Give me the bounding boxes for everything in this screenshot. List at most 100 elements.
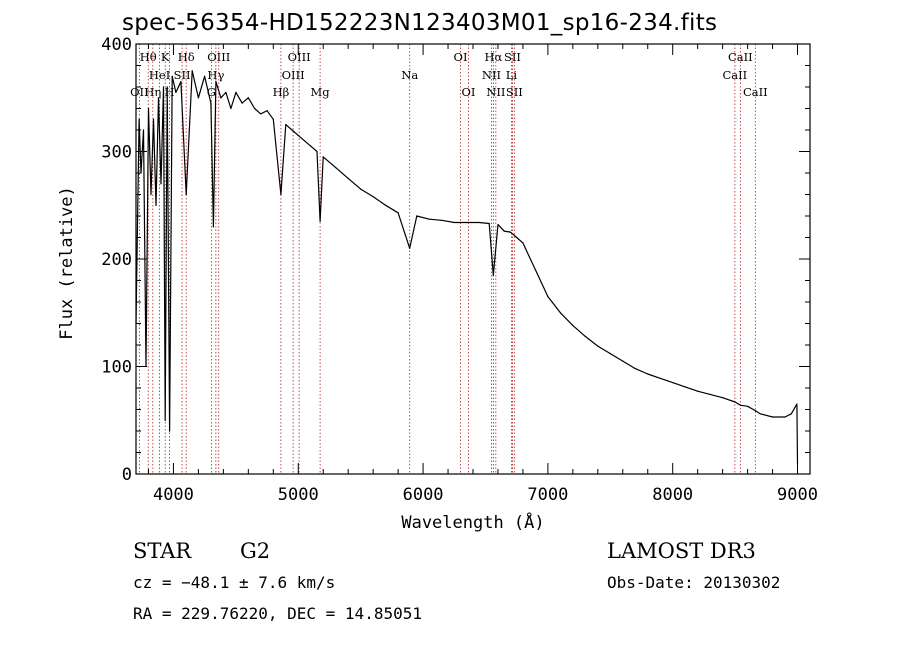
data-point-84 — [759, 413, 761, 415]
data-point-47 — [372, 196, 374, 198]
data-point-8 — [155, 204, 157, 206]
data-point-43 — [322, 156, 324, 158]
line-label-15: Na — [401, 68, 418, 82]
x-tick-label-0: 4000 — [153, 485, 194, 505]
line-label-21: SII — [504, 50, 521, 64]
data-point-33 — [266, 110, 268, 112]
data-point-25 — [220, 97, 222, 99]
data-point-81 — [739, 404, 742, 406]
data-point-51 — [416, 215, 418, 217]
obs-date: Obs-Date: 20130302 — [607, 573, 781, 592]
data-point-62 — [516, 236, 518, 239]
ticks-layer — [136, 43, 810, 475]
data-point-68 — [584, 335, 586, 337]
data-point-55 — [466, 221, 468, 224]
y-tick-label-2: 200 — [101, 250, 132, 270]
line-label-20: NII — [486, 85, 505, 99]
data-point-9 — [157, 97, 160, 99]
data-point-19 — [191, 70, 193, 72]
data-point-71 — [622, 360, 624, 362]
line-label-5: SII — [174, 68, 191, 82]
data-point-65 — [547, 296, 549, 298]
line-label-23: SII — [506, 85, 523, 99]
x-tick-label-5: 9000 — [777, 485, 818, 505]
data-point-88 — [796, 403, 798, 405]
y-tick-label-1: 100 — [101, 358, 132, 378]
line-label-17: OI — [462, 85, 476, 99]
line-label-11: OIII — [288, 50, 311, 64]
data-point-85 — [772, 416, 774, 418]
data-point-10 — [160, 183, 162, 185]
data-point-27 — [230, 107, 232, 110]
ra-dec: RA = 229.76220, DEC = 14.85051 — [133, 604, 422, 623]
data-point-78 — [709, 393, 711, 395]
data-point-48 — [385, 204, 387, 206]
line-label-22: Li — [506, 68, 518, 82]
object-subclass: G2 — [240, 539, 271, 563]
data-point-70 — [609, 353, 611, 355]
x-tick-label-2: 6000 — [403, 485, 444, 505]
data-point-20 — [197, 97, 199, 99]
data-point-37 — [291, 129, 293, 131]
line-label-1: Hθ — [140, 50, 157, 64]
data-point-67 — [572, 325, 574, 327]
line-label-18: Hα — [484, 50, 502, 64]
data-point-35 — [280, 193, 282, 196]
data-point-31 — [254, 107, 256, 110]
data-point-42 — [319, 220, 321, 222]
data-point-83 — [754, 410, 756, 412]
line-label-26: CaII — [743, 85, 768, 99]
data-point-73 — [647, 373, 649, 375]
data-point-39 — [303, 140, 306, 142]
data-point-16 — [175, 91, 177, 93]
data-point-14 — [169, 430, 171, 432]
data-point-76 — [684, 386, 686, 388]
line-label-8: OIII — [207, 50, 230, 64]
data-point-77 — [697, 390, 699, 392]
data-point-82 — [747, 405, 749, 407]
line-label-4: K — [161, 50, 170, 64]
data-point-15 — [171, 75, 173, 77]
data-point-32 — [260, 113, 262, 115]
data-point-29 — [241, 102, 243, 104]
data-point-21 — [204, 75, 206, 77]
redshift-cz: cz = −48.1 ± 7.6 km/s — [133, 573, 336, 592]
data-point-50 — [409, 247, 411, 249]
data-point-18 — [185, 193, 187, 196]
line-markers-layer — [138, 44, 756, 474]
line-label-3: Hη — [144, 85, 161, 99]
data-point-13 — [166, 86, 168, 88]
data-point-64 — [534, 269, 537, 271]
data-point-56 — [478, 221, 480, 224]
line-label-6: H — [165, 85, 175, 99]
data-point-6 — [150, 193, 152, 196]
data-point-28 — [235, 91, 237, 93]
data-point-53 — [441, 219, 443, 221]
line-label-13: Hβ — [273, 85, 290, 99]
data-point-72 — [634, 368, 636, 370]
data-point-26 — [225, 91, 227, 93]
data-point-30 — [247, 97, 249, 99]
data-point-34 — [272, 118, 274, 120]
survey-name: LAMOST DR3 — [607, 539, 756, 563]
data-point-38 — [297, 134, 299, 136]
data-point-66 — [559, 312, 562, 314]
data-point-5 — [147, 107, 150, 110]
line-labels-layer: OII Hθ HeI Hη K SII H Hδ OIII Hγ G OIII OIII Hβ Mg Na OI… — [130, 50, 768, 99]
data-point-3 — [142, 129, 145, 131]
data-point-7 — [152, 118, 155, 120]
data-point-22 — [210, 102, 212, 104]
x-tick-label-1: 5000 — [278, 485, 319, 505]
data-point-57 — [488, 222, 490, 225]
data-point-86 — [784, 416, 786, 418]
data-point-44 — [335, 167, 337, 169]
data-point-79 — [722, 397, 724, 399]
data-point-1 — [138, 118, 140, 120]
line-label-9: Hγ — [207, 68, 224, 82]
line-label-25: CaII — [722, 68, 747, 82]
line-label-24: CaII — [728, 50, 753, 64]
chart-title: spec-56354-HD152223N123403M01_sp16-234.f… — [122, 10, 718, 36]
data-point-24 — [215, 81, 217, 83]
data-point-41 — [316, 150, 318, 153]
